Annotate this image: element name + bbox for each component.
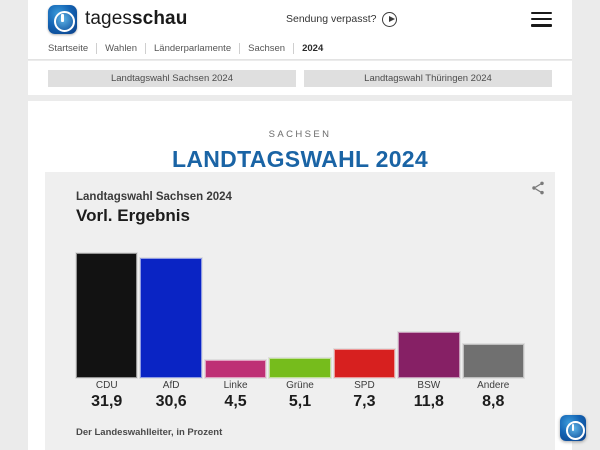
main-content-card: SACHSEN LANDTAGSWAHL 2024 Landtagswahl S… [28,101,572,450]
party-name: CDU [95,380,118,391]
bar-slot [203,241,268,379]
bar-label-linke: Linke 4,5 [205,380,266,411]
logo-text-bold: schau [131,8,188,29]
page-kicker: SACHSEN [268,129,332,140]
party-value: 31,9 [91,393,123,410]
bar-label-andere: Andere 8,8 [463,380,524,411]
breadcrumb-item-sachsen[interactable]: Sachsen [240,43,295,54]
tab-landtagswahl-thueringen-2024[interactable]: Landtagswahl Thüringen 2024 [304,69,552,87]
party-name: Grüne [286,380,314,391]
bar-group [74,241,525,380]
sendung-verpasst-link[interactable]: Sendung verpasst? [286,11,398,27]
party-name: Andere [477,380,510,391]
site-header: tagesschau Sendung verpasst? [28,0,572,38]
party-value: 11,8 [413,393,444,410]
breadcrumb-item-2024[interactable]: 2024 [302,43,324,54]
play-circle-icon[interactable] [382,11,398,27]
chart-source-note: Der Landeswahlleiter, in Prozent [76,427,223,438]
party-value: 8,8 [482,393,505,410]
bar-label-spd: SPD 7,3 [334,380,395,411]
bar-slot [332,241,397,379]
party-name: BSW [417,380,441,391]
burger-line [531,24,552,27]
site-logo-text: tagesschau [85,8,187,30]
tagesschau-floating-widget-icon[interactable] [560,415,586,441]
burger-line [531,11,552,14]
bar-linke [203,359,268,379]
bar-afd [139,257,203,379]
hamburger-menu-icon[interactable] [531,11,552,27]
bar-slot [74,241,139,379]
tab-landtagswahl-sachsen-2024[interactable]: Landtagswahl Sachsen 2024 [48,69,296,87]
bar-cdu [74,252,139,379]
breadcrumb-item-laenderparlamente[interactable]: Länderparlamente [146,43,241,54]
sendung-verpasst-label: Sendung verpasst? [286,13,377,25]
chart-plot-area [74,241,525,380]
breadcrumb: Startseite Wahlen Länderparlamente Sachs… [28,38,572,60]
election-tabs: Landtagswahl Sachsen 2024 Landtagswahl T… [28,61,572,95]
bar-label-grüne: Grüne 5,1 [269,380,330,411]
party-value: 4,5 [224,393,247,410]
party-value: 7,3 [353,393,376,410]
chart-subtitle: Vorl. Ergebnis [76,206,190,225]
bar-label-bsw: BSW 11,8 [398,380,459,411]
bar-andere [461,342,525,380]
party-name: Linke [223,380,248,391]
tagesschau-logo-icon [48,4,77,34]
chart-title: Landtagswahl Sachsen 2024 [76,191,232,203]
breadcrumb-item-startseite[interactable]: Startseite [48,43,98,54]
bar-label-afd: AfD 30,6 [140,380,201,411]
share-icon[interactable] [530,180,546,196]
party-value: 5,1 [288,393,312,410]
party-name: AfD [162,380,180,391]
bar-slot [461,241,525,380]
burger-line [531,17,552,21]
breadcrumb-item-wahlen[interactable]: Wahlen [97,43,146,54]
page-title: LANDTAGSWAHL 2024 [171,146,428,172]
election-result-chart: Landtagswahl Sachsen 2024 Vorl. Ergebnis… [45,172,555,450]
bar-bsw [397,330,461,380]
bar-slot [268,241,332,379]
site-logo[interactable]: tagesschau [48,4,187,34]
party-value: 30,6 [155,393,187,410]
bar-label-cdu: CDU 31,9 [76,380,137,411]
party-name: SPD [354,380,375,391]
bar-slot [139,241,203,379]
bar-grüne [268,357,332,379]
bar-spd [332,348,397,379]
logo-text-light: tages [85,8,132,29]
bar-slot [397,241,461,380]
bar-label-group: CDU 31,9 AfD 30,6 Linke 4,5 Grüne 5,1 SPD 7,3 BSW 1… [76,380,524,411]
